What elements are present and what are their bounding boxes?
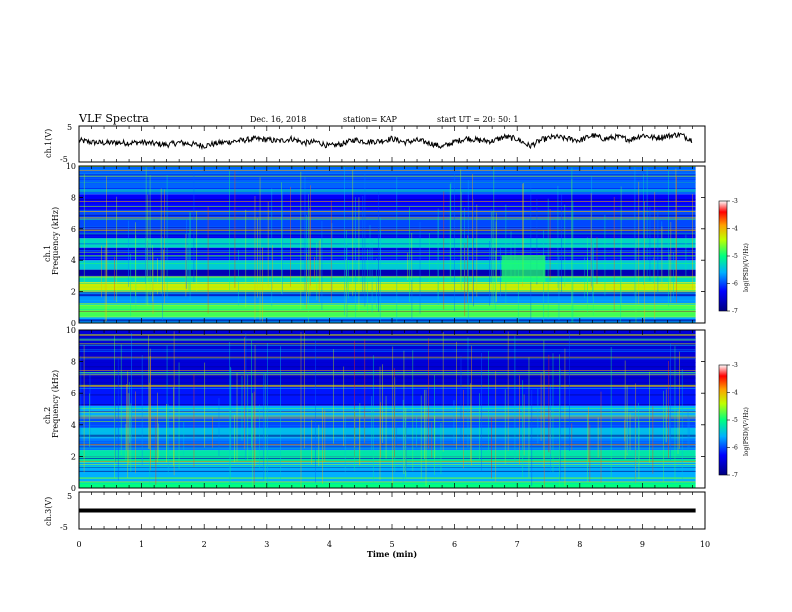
colorbar-tick-label: -6 [732,445,738,452]
ch2-spectrogram-image [79,330,705,488]
colorbar-tick-label: -4 [732,390,738,397]
ch1-colorbar [718,200,728,312]
ch3-panel: 5 -5 ch.3(V) [44,491,706,532]
station-label: station= KAP [343,115,398,124]
colorbar-tick-label: -5 [732,253,738,260]
ch1-ylabel: ch.1(V) [44,129,53,158]
ch2-colorbar-label: log(PSD)(V²/Hz) [743,407,750,456]
colorbar-tick-label: -5 [732,417,738,424]
spec-band [79,462,696,482]
colorbar-tick-label: -7 [732,472,738,479]
spec-ytick-label: 8 [71,358,76,367]
spec-ytick-label: 2 [71,452,76,461]
ch3-ytick-top: 5 [67,492,72,501]
date-label: Dec. 16, 2018 [250,115,306,124]
ch2-spec-ylabel-freq: Frequency (kHz) [51,370,60,438]
time-tick-label: 4 [327,540,332,549]
spec-band [79,418,696,428]
ch1-ytick-top: 5 [67,123,72,132]
spec-band [79,194,696,210]
time-tick-label: 9 [640,540,645,549]
ch3-ytick-bottom: -5 [60,523,68,532]
ch3-ylabel: ch.3(V) [44,497,53,526]
start-time-label: start UT = 20: 50: 1 [437,115,518,124]
spec-ytick-label: 8 [71,193,76,202]
ch1-spec-ylabel-channel: ch.1 [43,245,52,262]
spec-band [79,260,696,270]
spec-ytick-label: 2 [71,288,76,297]
spec-band [79,238,696,248]
time-tick-label: 10 [700,540,710,549]
spec-band [79,275,696,283]
time-tick-label: 0 [76,540,81,549]
time-tick-label: 7 [515,540,520,549]
spec-ytick-label: 0 [71,484,76,493]
spec-band [79,304,696,317]
time-tick-label: 2 [202,540,207,549]
spec-band [79,291,696,305]
colorbar-tick-label: -6 [732,281,738,288]
time-axis-ticks [78,126,706,529]
ch1-ytick-bottom: -5 [60,155,68,164]
spec-band [79,386,696,406]
colorbar-tick-label: -7 [732,308,738,315]
spec-ytick-label: 0 [71,319,76,328]
spec-patch [501,255,546,283]
colorbar-tick-label: -3 [732,362,738,369]
spec-band [79,481,696,488]
spec-ytick-label: 10 [66,162,76,171]
colorbar-tick-label: -4 [732,226,738,233]
ch1-spectrogram-image [79,166,705,323]
ch2-spec-ylabel-channel: ch.2 [43,407,52,424]
time-axis-label: Time (min) [367,549,417,559]
time-tick-label: 8 [577,540,582,549]
time-tick-label: 5 [389,540,394,549]
figure-title: VLF Spectra [78,112,149,125]
spec-ytick-label: 10 [66,326,76,335]
time-axis-tick-labels: 0 1 2 3 4 5 6 7 8 9 10 [76,540,710,549]
colorbar-tick-label: -3 [732,198,738,205]
time-tick-label: 3 [264,540,269,549]
ch1-spec-ylabel-freq: Frequency (kHz) [51,207,60,275]
spec-ytick-label: 4 [71,256,76,265]
spec-band [79,269,696,276]
time-tick-label: 1 [139,540,144,549]
ch1-panel: 5 -5 ch.1(V) [44,123,706,164]
spec-ytick-label: 6 [71,225,76,234]
ch1-waveform-line [78,132,693,151]
time-tick-label: 6 [452,540,457,549]
ch1-colorbar-label: log(PSD)(V²/Hz) [743,243,750,292]
spec-ytick-label: 6 [71,389,76,398]
spec-ytick-label: 4 [71,421,76,430]
ch2-colorbar [718,364,728,476]
